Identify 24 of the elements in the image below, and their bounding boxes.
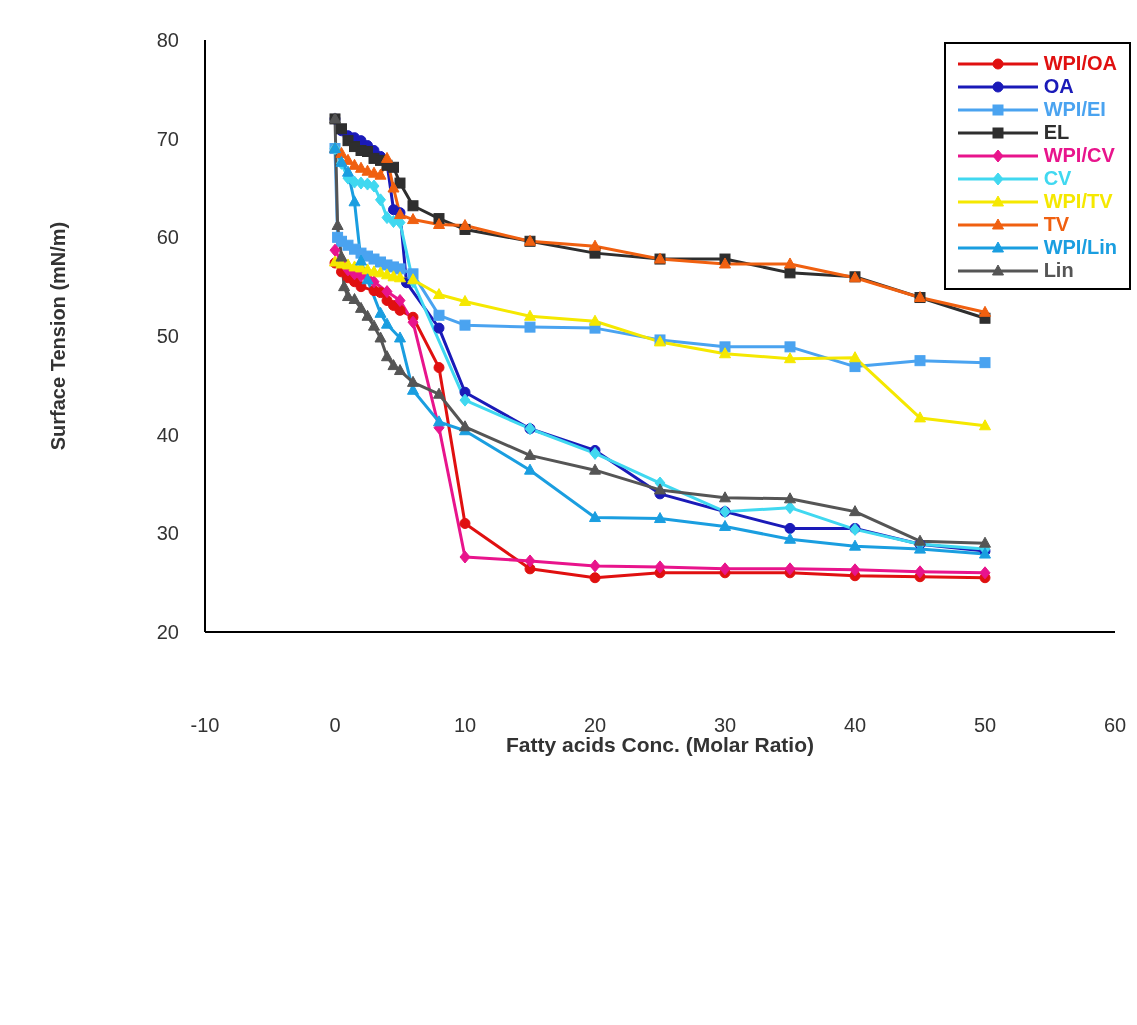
- x-tick-label: -10: [190, 714, 220, 737]
- y-axis-title: Surface Tension (mN/m): [47, 221, 70, 451]
- x-tick-label: 60: [1103, 714, 1127, 737]
- x-tick-label: 40: [843, 714, 867, 737]
- legend-label: OA: [1043, 75, 1074, 98]
- y-tick-label: 80: [156, 29, 179, 52]
- y-tick-label: 20: [156, 621, 179, 644]
- legend-label: EL: [1043, 121, 1070, 144]
- legend-label: Lin: [1043, 259, 1074, 282]
- legend-label: WPI/Lin: [1043, 236, 1117, 259]
- legend-label: CV: [1043, 167, 1072, 190]
- x-tick-label: 50: [973, 714, 997, 737]
- y-tick-label: 70: [156, 127, 179, 150]
- y-tick-label: 40: [156, 423, 179, 446]
- legend-label: WPI/TV: [1043, 190, 1113, 213]
- legend-label: WPI/EI: [1043, 98, 1106, 121]
- y-tick-label: 60: [156, 226, 179, 249]
- x-tick-label: 10: [453, 714, 477, 737]
- y-tick-label: 50: [156, 325, 179, 348]
- x-tick-label: 0: [329, 714, 341, 737]
- legend-label: TV: [1043, 213, 1070, 236]
- legend-label: WPI/CV: [1043, 144, 1115, 167]
- legend-label: WPI/OA: [1043, 52, 1117, 75]
- y-tick-label: 30: [156, 522, 179, 545]
